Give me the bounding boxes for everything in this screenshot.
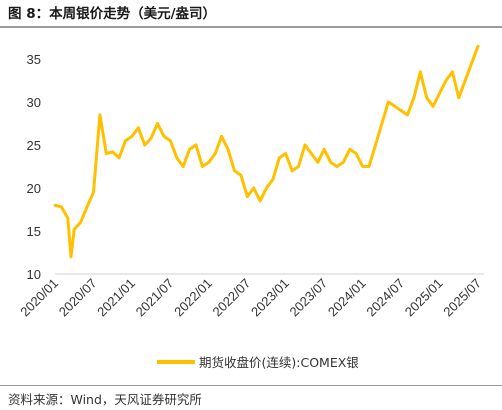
y-tick-label: 30 xyxy=(27,95,41,110)
data-point xyxy=(66,216,70,220)
data-point xyxy=(354,152,358,155)
data-point xyxy=(79,221,82,224)
data-point xyxy=(181,165,185,168)
data-point xyxy=(444,79,448,82)
data-point xyxy=(136,126,140,130)
data-point xyxy=(374,143,377,147)
bottom-divider xyxy=(0,385,502,386)
data-point xyxy=(386,100,390,104)
data-point xyxy=(130,135,134,138)
chart-title: 图 8：本周银价走势（美元/盎司） xyxy=(8,6,217,22)
data-point xyxy=(252,186,256,190)
data-point xyxy=(367,165,371,168)
data-point xyxy=(277,156,281,160)
x-tick-label: 2022/07 xyxy=(210,276,254,320)
x-tick-label: 2021/01 xyxy=(94,276,138,320)
y-axis: 10 15 20 25 30 35 xyxy=(27,52,41,282)
y-tick-label: 35 xyxy=(27,52,41,67)
data-point xyxy=(380,122,384,125)
data-point xyxy=(143,143,147,147)
data-point xyxy=(53,203,57,207)
data-point xyxy=(72,227,76,231)
data-point xyxy=(412,96,416,100)
x-tick-label: 2022/01 xyxy=(171,276,215,320)
data-point xyxy=(149,136,153,140)
data-point xyxy=(124,139,127,143)
data-point xyxy=(476,44,480,48)
x-tick-label: 2020/01 xyxy=(17,276,61,320)
data-point xyxy=(104,152,108,155)
data-point xyxy=(297,165,300,168)
source-note: 资料来源：Wind，天风证券研究所 xyxy=(8,392,202,407)
data-point xyxy=(438,92,441,95)
data-point xyxy=(457,96,461,100)
data-point xyxy=(303,143,307,147)
data-point xyxy=(425,96,429,100)
data-point xyxy=(284,152,288,155)
data-point xyxy=(310,152,313,155)
plot-area xyxy=(53,44,480,259)
data-point xyxy=(201,165,204,168)
data-point xyxy=(348,147,352,151)
y-tick-label: 15 xyxy=(27,224,41,239)
data-point xyxy=(335,165,339,168)
data-point xyxy=(60,205,63,209)
series-line xyxy=(54,45,480,259)
x-tick-label: 2021/07 xyxy=(133,276,177,320)
data-point xyxy=(175,156,179,160)
data-point xyxy=(451,70,454,74)
data-point xyxy=(418,70,422,74)
data-point xyxy=(290,169,294,173)
chart: 10 15 20 25 30 35 2020/012020/072021/012021/0… xyxy=(17,44,484,370)
data-point xyxy=(239,173,243,177)
y-tick-label: 10 xyxy=(27,267,41,282)
y-tick-label: 20 xyxy=(27,181,41,196)
data-point xyxy=(470,61,473,65)
top-divider xyxy=(0,26,502,28)
legend-label: 期货收盘价(连续):COMEX银 xyxy=(199,355,359,370)
y-tick-label: 25 xyxy=(27,138,41,153)
data-point xyxy=(322,147,326,151)
data-point xyxy=(361,165,364,168)
data-point xyxy=(399,109,403,112)
legend: 期货收盘价(连续):COMEX银 xyxy=(157,355,359,370)
data-point xyxy=(265,186,268,190)
data-point xyxy=(220,135,224,138)
data-point xyxy=(245,195,249,199)
data-point xyxy=(117,156,121,160)
x-tick-label: 2020/07 xyxy=(56,276,100,320)
data-point xyxy=(463,79,467,82)
x-tick-label: 2023/01 xyxy=(248,276,292,320)
data-point xyxy=(226,147,230,151)
data-point xyxy=(188,147,192,151)
x-tick-label: 2024/01 xyxy=(325,276,369,320)
data-point xyxy=(85,205,89,209)
data-point xyxy=(194,143,198,147)
data-point xyxy=(342,160,345,164)
x-axis: 2020/012020/072021/012021/072022/012022/… xyxy=(17,276,484,320)
data-point xyxy=(98,113,102,117)
data-point xyxy=(329,160,332,164)
data-point xyxy=(156,122,159,125)
data-point xyxy=(69,255,73,259)
x-tick-label: 2025/07 xyxy=(440,276,484,320)
x-tick-label: 2024/07 xyxy=(363,276,407,320)
data-point xyxy=(207,160,211,164)
data-point xyxy=(92,190,95,194)
x-tick-label: 2025/01 xyxy=(402,276,446,320)
data-point xyxy=(213,152,217,155)
data-point xyxy=(393,104,397,108)
x-tick-label: 2023/07 xyxy=(286,276,330,320)
data-point xyxy=(258,199,262,203)
data-point xyxy=(233,169,236,173)
data-point xyxy=(162,135,166,138)
data-point xyxy=(169,139,172,143)
data-point xyxy=(431,104,435,108)
data-point xyxy=(111,150,115,154)
data-point xyxy=(271,178,275,181)
data-point xyxy=(316,160,320,164)
data-point xyxy=(406,113,409,117)
